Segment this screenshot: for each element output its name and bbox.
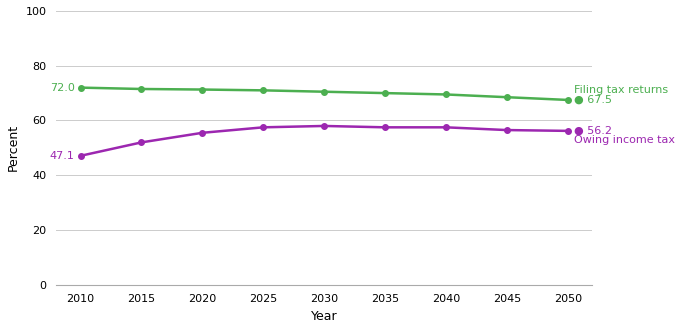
Text: Owing income tax: Owing income tax	[574, 136, 674, 146]
Text: ● 56.2: ● 56.2	[574, 126, 612, 136]
Text: 47.1: 47.1	[50, 151, 74, 161]
Y-axis label: Percent: Percent	[7, 124, 20, 171]
Text: Filing tax returns: Filing tax returns	[574, 85, 668, 95]
X-axis label: Year: Year	[311, 310, 338, 323]
Text: 72.0: 72.0	[50, 82, 74, 93]
Text: ● 67.5: ● 67.5	[574, 95, 612, 105]
